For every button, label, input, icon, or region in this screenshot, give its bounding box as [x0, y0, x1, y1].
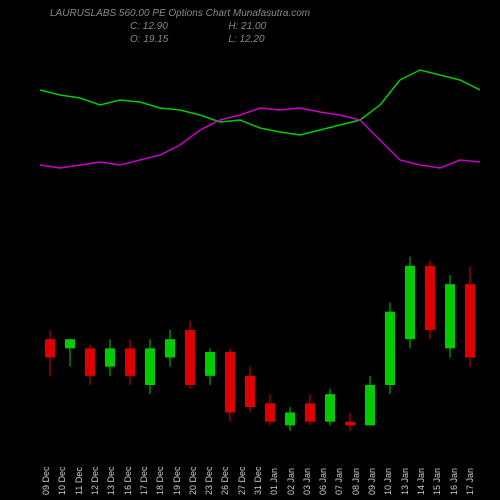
chart-container: LAURUSLABS 560.00 PE Options Chart Munaf…: [0, 0, 500, 500]
x-axis-label: 11 Dec: [74, 467, 84, 495]
high-value: H: 21.00: [228, 21, 266, 32]
x-axis-label: 17 Dec: [139, 466, 149, 495]
x-axis: 09 Dec 10 Dec 11 Dec 12 Dec 13 Dec 16 Dec 17 D…: [40, 440, 480, 500]
x-axis-label: 06 Jan: [318, 468, 328, 495]
x-axis-label: 13 Jan: [400, 468, 410, 495]
x-axis-label: 09 Dec: [41, 466, 51, 495]
chart-title: LAURUSLABS 560.00 PE Options Chart Munaf…: [0, 8, 500, 19]
open-value: O: 19.15: [130, 34, 168, 45]
x-axis-label: 18 Dec: [155, 466, 165, 495]
x-axis-label: 03 Jan: [302, 468, 312, 495]
x-axis-label: 12 Dec: [90, 466, 100, 495]
x-axis-label: 20 Dec: [188, 466, 198, 495]
x-axis-label: 15 Jan: [432, 468, 442, 495]
x-axis-label: 10 Jan: [383, 468, 393, 495]
x-axis-label: 17 Jan: [465, 468, 475, 495]
x-axis-label: 31 Dec: [253, 466, 263, 495]
candle-panel: [40, 220, 480, 440]
x-axis-label: 19 Dec: [172, 466, 182, 495]
indicator-lines: [40, 50, 480, 210]
x-axis-label: 09 Jan: [367, 468, 377, 495]
x-axis-label: 10 Dec: [57, 466, 67, 495]
ohlc-block: C: 12.90 O: 19.15 H: 21.00 L: 12.20: [0, 21, 500, 45]
indicator-panel: [40, 50, 480, 210]
x-axis-label: 27 Dec: [237, 466, 247, 495]
x-axis-label: 14 Jan: [416, 468, 426, 495]
x-axis-label: 16 Dec: [123, 466, 133, 495]
x-axis-label: 23 Dec: [204, 466, 214, 495]
low-value: L: 12.20: [228, 34, 266, 45]
x-axis-label: 01 Jan: [269, 468, 279, 495]
x-axis-label: 16 Jan: [449, 468, 459, 495]
x-axis-label: 13 Dec: [106, 466, 116, 495]
x-axis-label: 08 Jan: [351, 468, 361, 495]
candlestick-chart: [40, 220, 480, 440]
x-axis-label: 07 Jan: [334, 468, 344, 495]
x-axis-label: 02 Jan: [286, 468, 296, 495]
chart-header: LAURUSLABS 560.00 PE Options Chart Munaf…: [0, 8, 500, 45]
x-axis-label: 26 Dec: [220, 466, 230, 495]
close-value: C: 12.90: [130, 21, 168, 32]
